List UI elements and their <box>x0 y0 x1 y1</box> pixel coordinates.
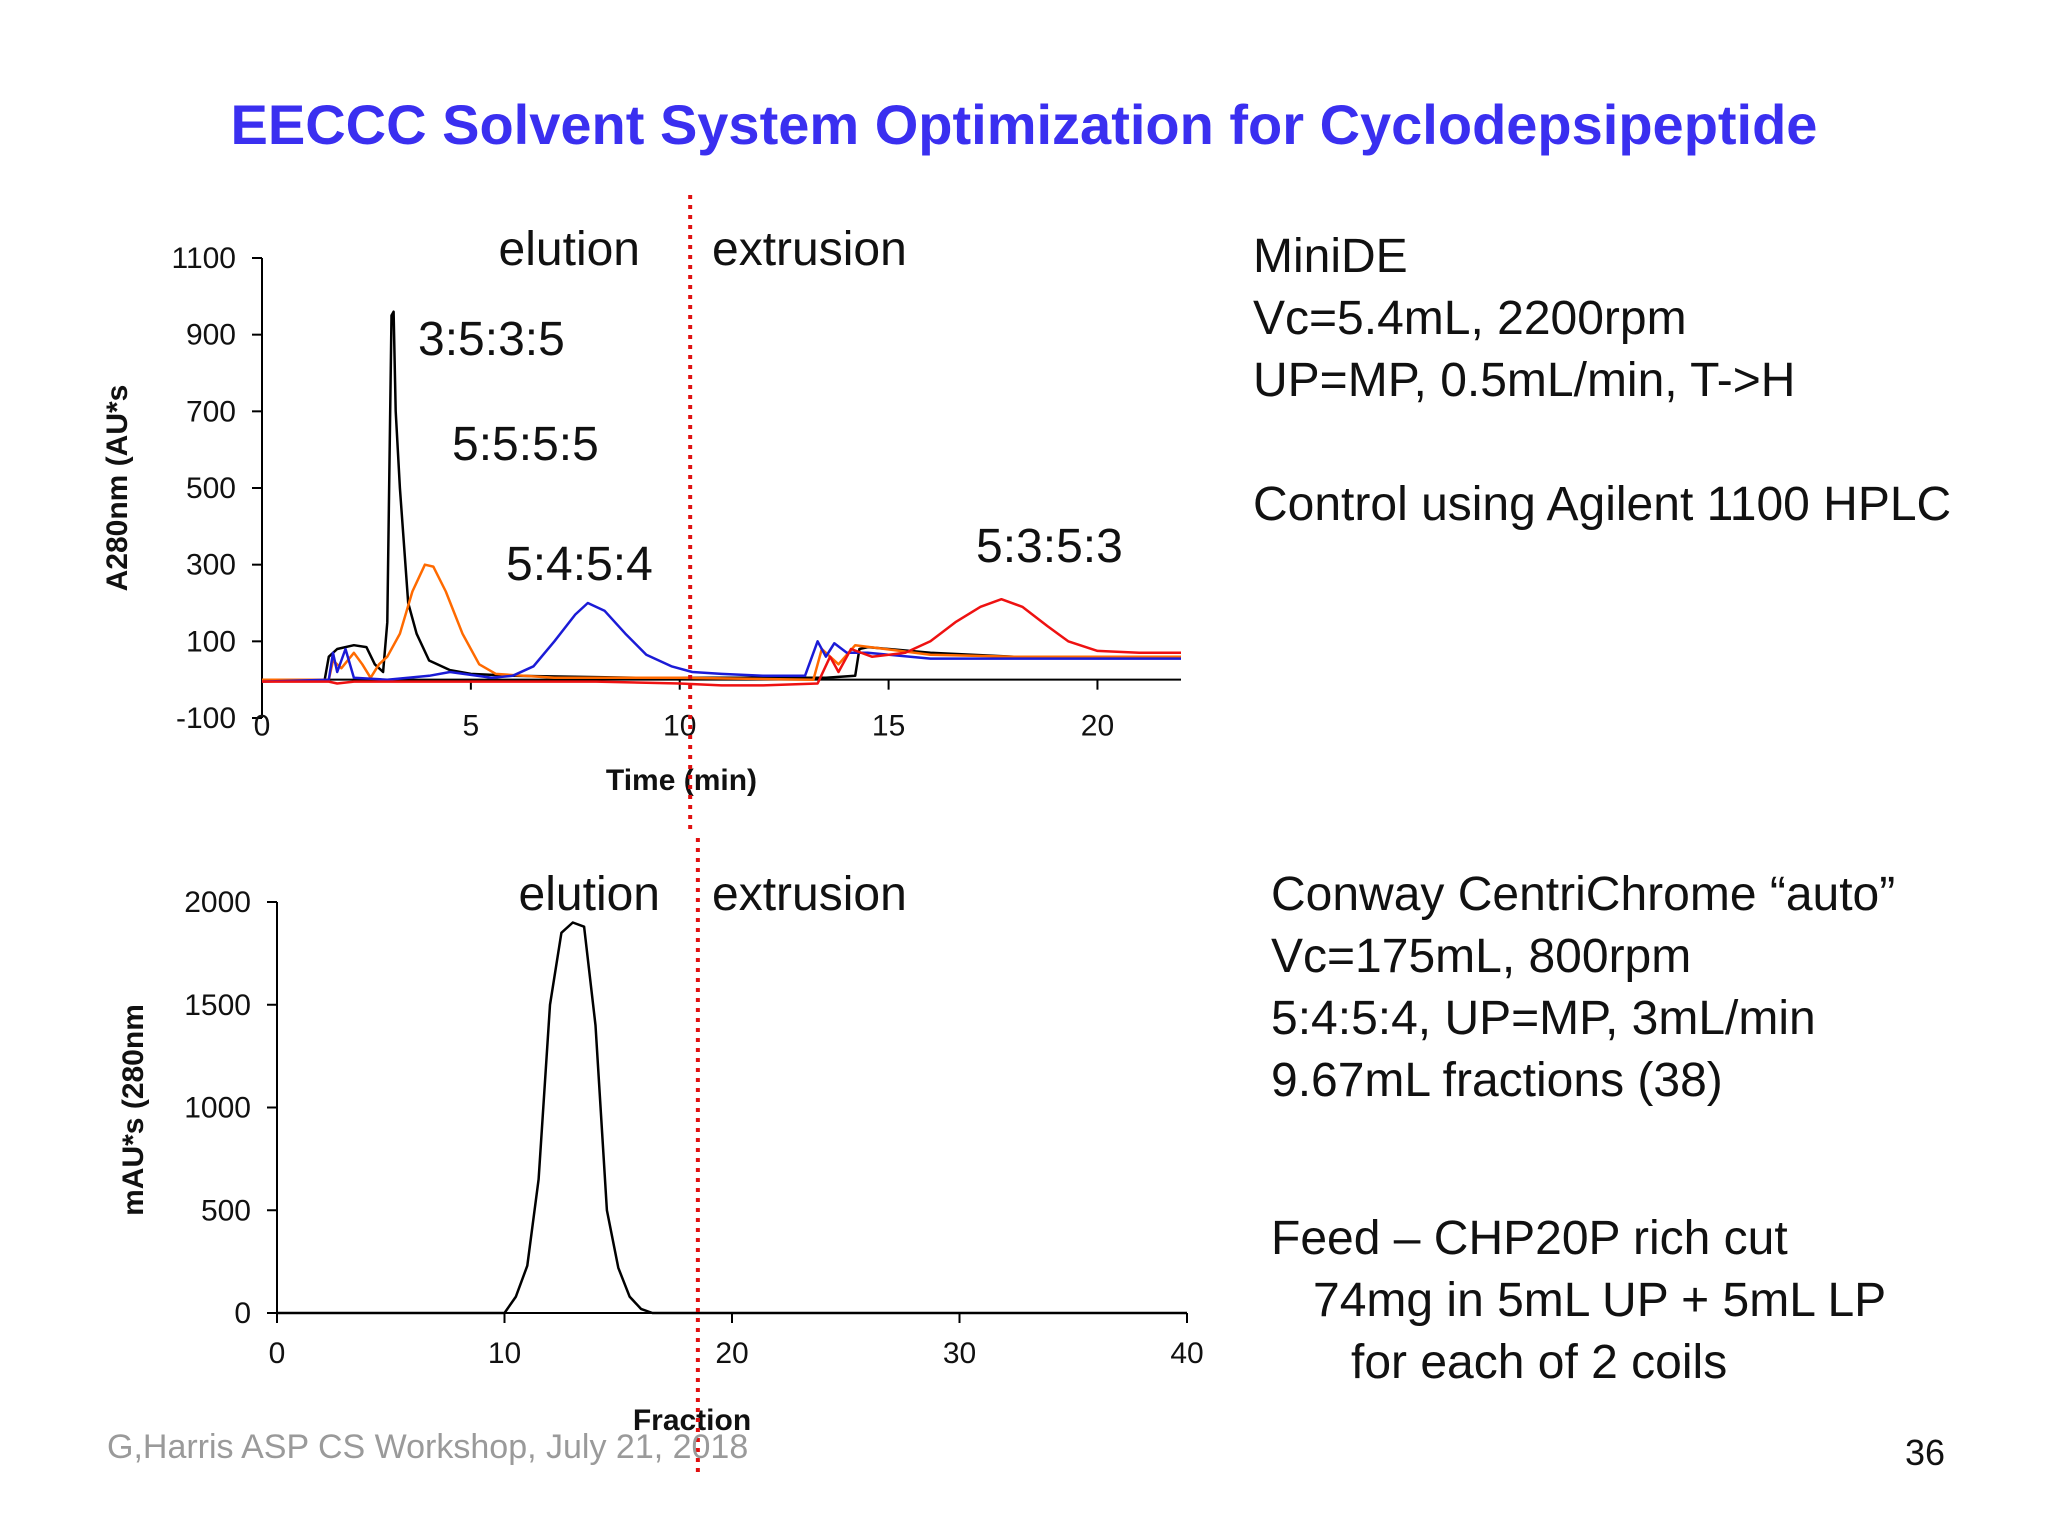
series-line-5-3-5-3 <box>262 597 1181 687</box>
series-annotation: 5:4:5:4 <box>506 538 653 591</box>
footer-text: G,Harris ASP CS Workshop, July 21, 2018 <box>107 1428 749 1466</box>
feed-line: Feed – CHP20P rich cut <box>1271 1212 1788 1265</box>
x-tick-label: 0 <box>269 1337 286 1370</box>
region-label-elution: elution <box>519 868 660 921</box>
info-line: Vc=5.4mL, 2200rpm <box>1253 292 1687 345</box>
series-annotation: 5:3:5:3 <box>976 520 1123 573</box>
y-axis-label: A280nm (AU*s <box>101 385 134 592</box>
x-tick-label: 15 <box>872 710 905 743</box>
series-annotation: 5:5:5:5 <box>452 418 599 471</box>
info-line: Conway CentriChrome “auto” <box>1271 868 1896 921</box>
y-tick-label: 0 <box>234 1297 251 1330</box>
x-tick-label: 0 <box>254 710 271 743</box>
info-line: 9.67mL fractions (38) <box>1271 1054 1723 1107</box>
y-axis-label: mAU*s (280nm <box>117 1004 150 1216</box>
info-line: MiniDE <box>1253 230 1408 283</box>
slide-title: EECCC Solvent System Optimization for Cy… <box>230 93 1818 156</box>
y-tick-label: 2000 <box>184 886 251 919</box>
region-label-extrusion: extrusion <box>712 868 907 921</box>
x-tick-label: 40 <box>1170 1337 1203 1370</box>
info-line: Control using Agilent 1100 HPLC <box>1253 478 1952 531</box>
series-line-3-5-3-5 <box>262 310 1181 681</box>
info-top: MiniDE Vc=5.4mL, 2200rpm UP=MP, 0.5mL/mi… <box>1253 226 1951 536</box>
y-tick-label: 300 <box>186 549 236 582</box>
series-line-5-4-5-4 <box>277 921 1187 1315</box>
x-tick-label: 5 <box>463 710 480 743</box>
y-tick-label: 900 <box>186 319 236 352</box>
y-tick-label: 1100 <box>171 242 236 275</box>
y-tick-label: 1000 <box>184 1092 251 1125</box>
y-tick-label: 1500 <box>184 989 251 1022</box>
x-tick-label: 20 <box>715 1337 748 1370</box>
x-tick-label: 10 <box>488 1337 521 1370</box>
feed-info: Feed – CHP20P rich cut 74mg in 5mL UP + … <box>1271 1208 1886 1394</box>
y-tick-label: 500 <box>201 1194 251 1227</box>
feed-line: 74mg in 5mL UP + 5mL LP <box>1313 1274 1887 1327</box>
x-axis-label: Fraction <box>633 1404 751 1437</box>
x-axis-label: Time (min) <box>606 764 757 797</box>
info-line <box>1253 412 1951 474</box>
region-label-extrusion: extrusion <box>712 223 907 276</box>
info-line: Vc=175mL, 800rpm <box>1271 930 1692 983</box>
info-line: UP=MP, 0.5mL/min, T->H <box>1253 354 1796 407</box>
info-bottom: Conway CentriChrome “auto” Vc=175mL, 800… <box>1271 864 1895 1112</box>
region-label-elution: elution <box>499 223 640 276</box>
y-tick-label: -100 <box>176 702 236 735</box>
y-tick-label: 100 <box>186 625 236 658</box>
y-tick-label: 700 <box>186 395 236 428</box>
x-tick-label: 20 <box>1081 710 1114 743</box>
info-line: 5:4:5:4, UP=MP, 3mL/min <box>1271 992 1816 1045</box>
feed-line: for each of 2 coils <box>1351 1336 1728 1389</box>
x-tick-label: 30 <box>943 1337 976 1370</box>
y-tick-label: 500 <box>186 472 236 505</box>
series-annotation: 3:5:3:5 <box>418 313 565 366</box>
page-number: 36 <box>1905 1432 1946 1473</box>
series-line-5-4-5-4 <box>261 601 1181 683</box>
